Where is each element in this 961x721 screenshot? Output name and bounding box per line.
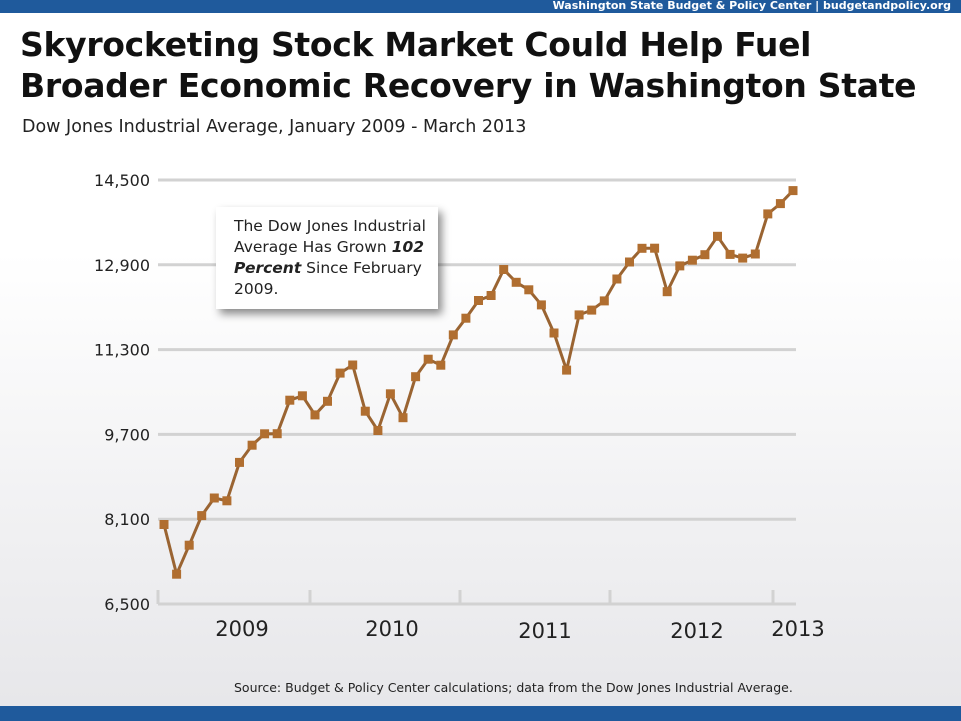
data-point-marker xyxy=(713,231,722,241)
data-point-marker xyxy=(750,249,760,259)
data-point-marker xyxy=(285,395,295,405)
y-tick-label: 12,900 xyxy=(94,256,150,275)
data-point-marker xyxy=(209,493,219,503)
series-layer xyxy=(159,186,798,579)
data-point-marker xyxy=(436,360,446,370)
data-point-marker xyxy=(448,330,458,340)
page-title: Skyrocketing Stock Market Could Help Fue… xyxy=(20,25,917,105)
data-point-marker xyxy=(499,265,509,274)
data-point-marker xyxy=(650,243,660,253)
data-point-marker xyxy=(260,429,270,439)
data-point-marker xyxy=(738,253,748,263)
callout-box: The Dow Jones Industrial Average Has Gro… xyxy=(216,207,438,309)
y-tick-label: 11,300 xyxy=(94,341,150,360)
y-tick-label: 8,100 xyxy=(104,510,150,529)
data-point-marker xyxy=(574,310,584,320)
data-point-marker xyxy=(297,391,307,401)
data-point-marker xyxy=(700,250,710,260)
data-point-marker xyxy=(637,243,647,253)
x-year-label: 2011 xyxy=(518,619,571,643)
data-point-marker xyxy=(675,261,685,271)
y-tick-label: 9,700 xyxy=(104,425,150,444)
callout-highlight: 102 Percent xyxy=(234,238,425,277)
data-point-marker xyxy=(474,296,483,305)
data-point-marker xyxy=(272,429,282,439)
data-point-marker xyxy=(599,296,609,306)
footer-bar xyxy=(0,706,961,721)
data-point-marker xyxy=(612,274,622,284)
data-point-marker xyxy=(385,389,395,399)
y-tick-label: 6,500 xyxy=(104,595,150,614)
data-point-marker xyxy=(562,365,572,375)
x-year-label: 2013 xyxy=(771,617,824,641)
x-year-label: 2012 xyxy=(670,619,723,643)
data-point-marker xyxy=(247,440,257,450)
data-point-marker xyxy=(423,354,433,364)
data-point-marker xyxy=(411,372,421,382)
data-point-marker xyxy=(763,209,773,219)
data-point-marker xyxy=(461,313,471,323)
org-line[interactable]: Washington State Budget & Policy Center … xyxy=(552,0,951,12)
source-note: Source: Budget & Policy Center calculati… xyxy=(234,680,793,695)
chart-subtitle: Dow Jones Industrial Average, January 20… xyxy=(22,117,527,137)
data-point-marker xyxy=(788,186,798,196)
data-point-marker xyxy=(775,199,785,209)
data-point-marker xyxy=(486,291,496,300)
data-point-marker xyxy=(323,396,332,406)
data-point-marker xyxy=(222,496,232,506)
callout-text-end: Since February 2009. xyxy=(234,259,422,298)
data-point-marker xyxy=(159,520,169,529)
data-point-marker xyxy=(360,406,370,416)
gridlines xyxy=(158,178,796,521)
data-point-marker xyxy=(549,328,559,338)
header-bar: Washington State Budget & Policy Center … xyxy=(0,0,961,13)
data-point-marker xyxy=(662,287,672,297)
data-point-marker xyxy=(587,305,597,315)
data-point-marker xyxy=(184,540,194,550)
x-year-label: 2010 xyxy=(365,617,418,641)
callout-text-start: The Dow Jones Industrial Average Has Gro… xyxy=(234,217,426,256)
data-point-marker xyxy=(335,368,345,378)
data-point-marker xyxy=(687,255,697,265)
data-point-marker xyxy=(625,257,634,267)
y-tick-label: 14,500 xyxy=(94,171,150,190)
data-point-marker xyxy=(725,249,735,259)
data-point-marker xyxy=(310,410,320,420)
data-point-marker xyxy=(235,457,244,467)
x-axis xyxy=(156,590,796,606)
data-point-marker xyxy=(524,285,534,295)
data-point-marker xyxy=(373,426,383,435)
y-axis-labels: 6,500 8,100 9,700 11,300 12,900 14,500 xyxy=(94,171,150,614)
year-labels: 2009 2010 2011 2012 2013 xyxy=(215,617,824,643)
x-year-label: 2009 xyxy=(215,617,268,641)
data-point-marker xyxy=(172,569,182,579)
data-point-marker xyxy=(398,413,408,423)
data-point-marker xyxy=(511,277,521,287)
data-point-marker xyxy=(197,511,207,521)
data-point-marker xyxy=(536,300,546,310)
data-point-marker xyxy=(348,360,358,370)
